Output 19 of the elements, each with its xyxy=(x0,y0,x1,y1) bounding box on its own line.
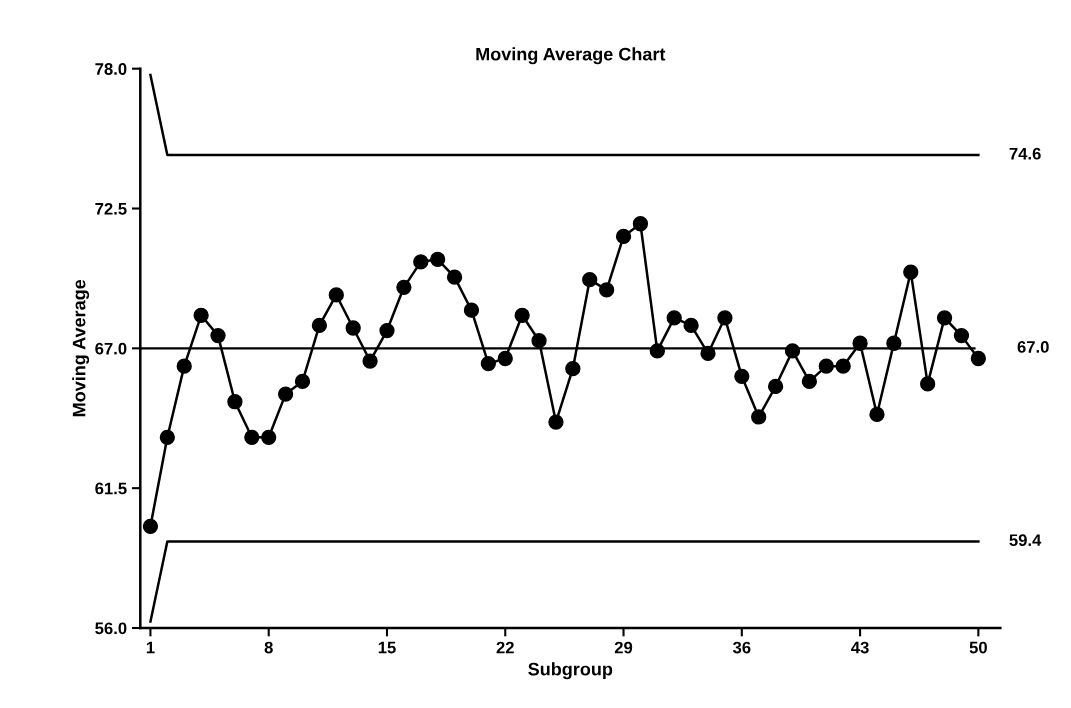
ref-line-label: 67.0 xyxy=(1017,341,1049,353)
y-tick-label: 61.5 xyxy=(95,482,127,495)
y-axis-title: Moving Average xyxy=(72,279,90,417)
x-tick-label: 22 xyxy=(496,641,514,654)
y-tick-label: 78.0 xyxy=(95,63,127,75)
chart-title: Moving Average Chart xyxy=(476,47,666,65)
x-tick-label: 8 xyxy=(264,641,273,654)
y-tick-label: 67.0 xyxy=(95,342,127,355)
x-tick-label: 43 xyxy=(851,641,869,654)
annotation: 59.4 xyxy=(1009,534,1042,547)
x-tick-label: 15 xyxy=(378,641,396,654)
annotation: 74.6 xyxy=(1009,147,1041,160)
y-tick-label: 56.0 xyxy=(95,622,127,635)
y-tick-label: 72.5 xyxy=(95,202,127,215)
x-tick-label: 36 xyxy=(732,641,751,654)
x-tick-label: 50 xyxy=(969,641,987,654)
x-tick-label: 1 xyxy=(146,641,155,654)
x-tick-label: 29 xyxy=(614,641,633,654)
x-axis-title: Subgroup xyxy=(528,662,613,680)
